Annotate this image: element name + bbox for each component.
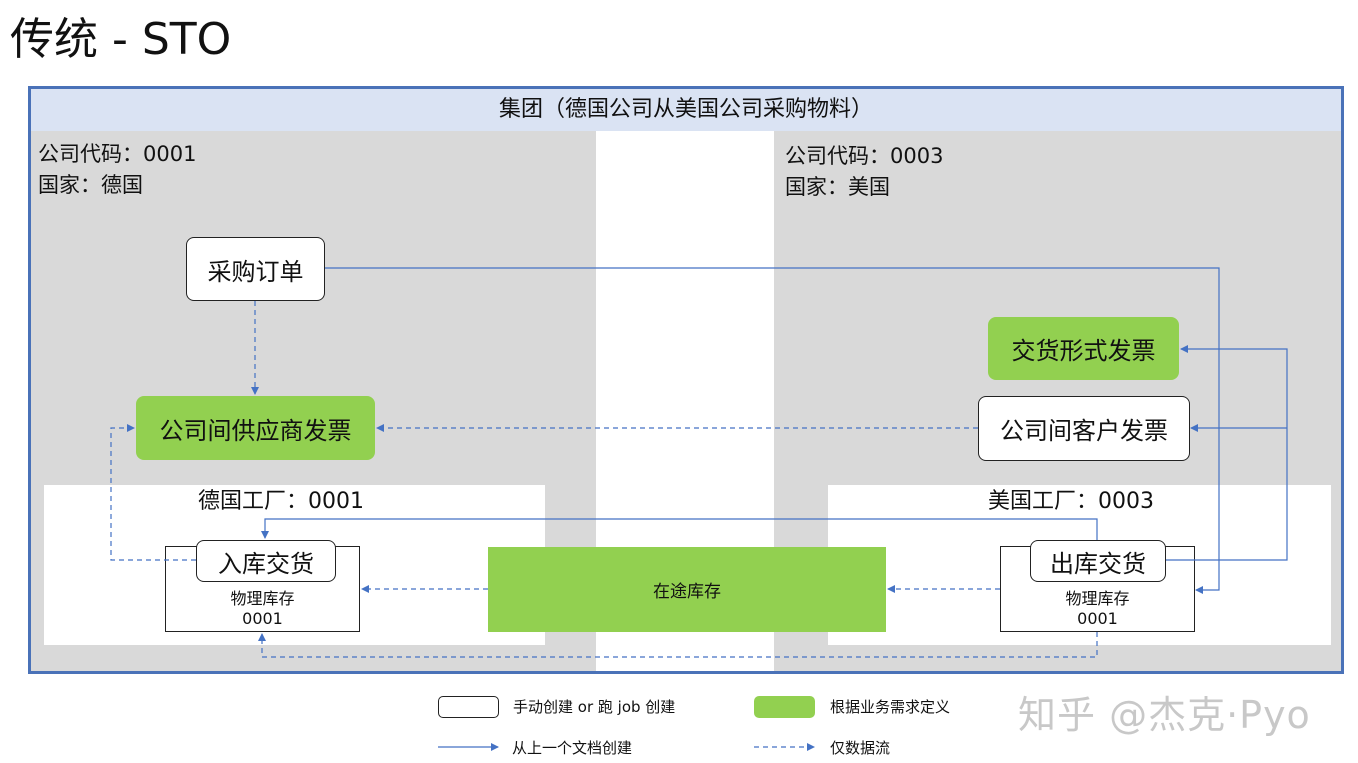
right-company-code: 公司代码：0003	[785, 144, 944, 168]
outbound-delivery-node: 出库交货	[1030, 540, 1166, 582]
intercompany-customer-invoice-node: 公司间客户发票	[978, 396, 1190, 461]
usa-plant-label: 美国工厂：0003	[988, 489, 1154, 514]
outbound-to-proforma-arrow	[1166, 345, 1288, 561]
watermark: 知乎 @杰克·Pyo	[1018, 693, 1311, 737]
legend-business-defined: 根据业务需求定义	[830, 698, 951, 716]
legend-manual: 手动创建 or 跑 job 创建	[513, 698, 676, 716]
intercompany-vendor-invoice-node: 公司间供应商发票	[136, 396, 375, 460]
stock-in-transit-node: 在途库存	[488, 547, 886, 632]
stock-label: 物理库存	[230, 589, 295, 608]
left-country: 国家：德国	[38, 173, 143, 197]
legend-data-flow-only: 仅数据流	[830, 739, 891, 757]
legend-green-swatch	[754, 696, 815, 718]
purchase-order-node: 采购订单	[186, 237, 325, 301]
stock-code: 0001	[242, 609, 283, 628]
right-country: 国家：美国	[785, 175, 890, 199]
outbound-to-inbound-arrow	[261, 518, 1098, 540]
group-header: 集团（德国公司从美国公司采购物料）	[31, 89, 1341, 131]
legend-white-swatch	[438, 696, 499, 718]
group-frame	[28, 86, 1344, 674]
legend-from-previous-doc: 从上一个文档创建	[512, 739, 633, 757]
inbound-to-vendor-invoice-dashed	[110, 424, 196, 561]
po-to-outbound-arrow	[325, 267, 1220, 594]
left-company-code: 公司代码：0001	[38, 142, 197, 166]
proforma-invoice-node: 交货形式发票	[988, 317, 1179, 380]
inbound-delivery-node: 入库交货	[196, 540, 336, 582]
usa-stock-to-germany-stock-dashed	[258, 632, 1098, 658]
page-title: 传统 - STO	[10, 14, 232, 65]
stock-label: 物理库存	[1065, 589, 1130, 608]
stock-code: 0001	[1077, 609, 1118, 628]
germany-plant-label: 德国工厂：0001	[198, 489, 364, 514]
